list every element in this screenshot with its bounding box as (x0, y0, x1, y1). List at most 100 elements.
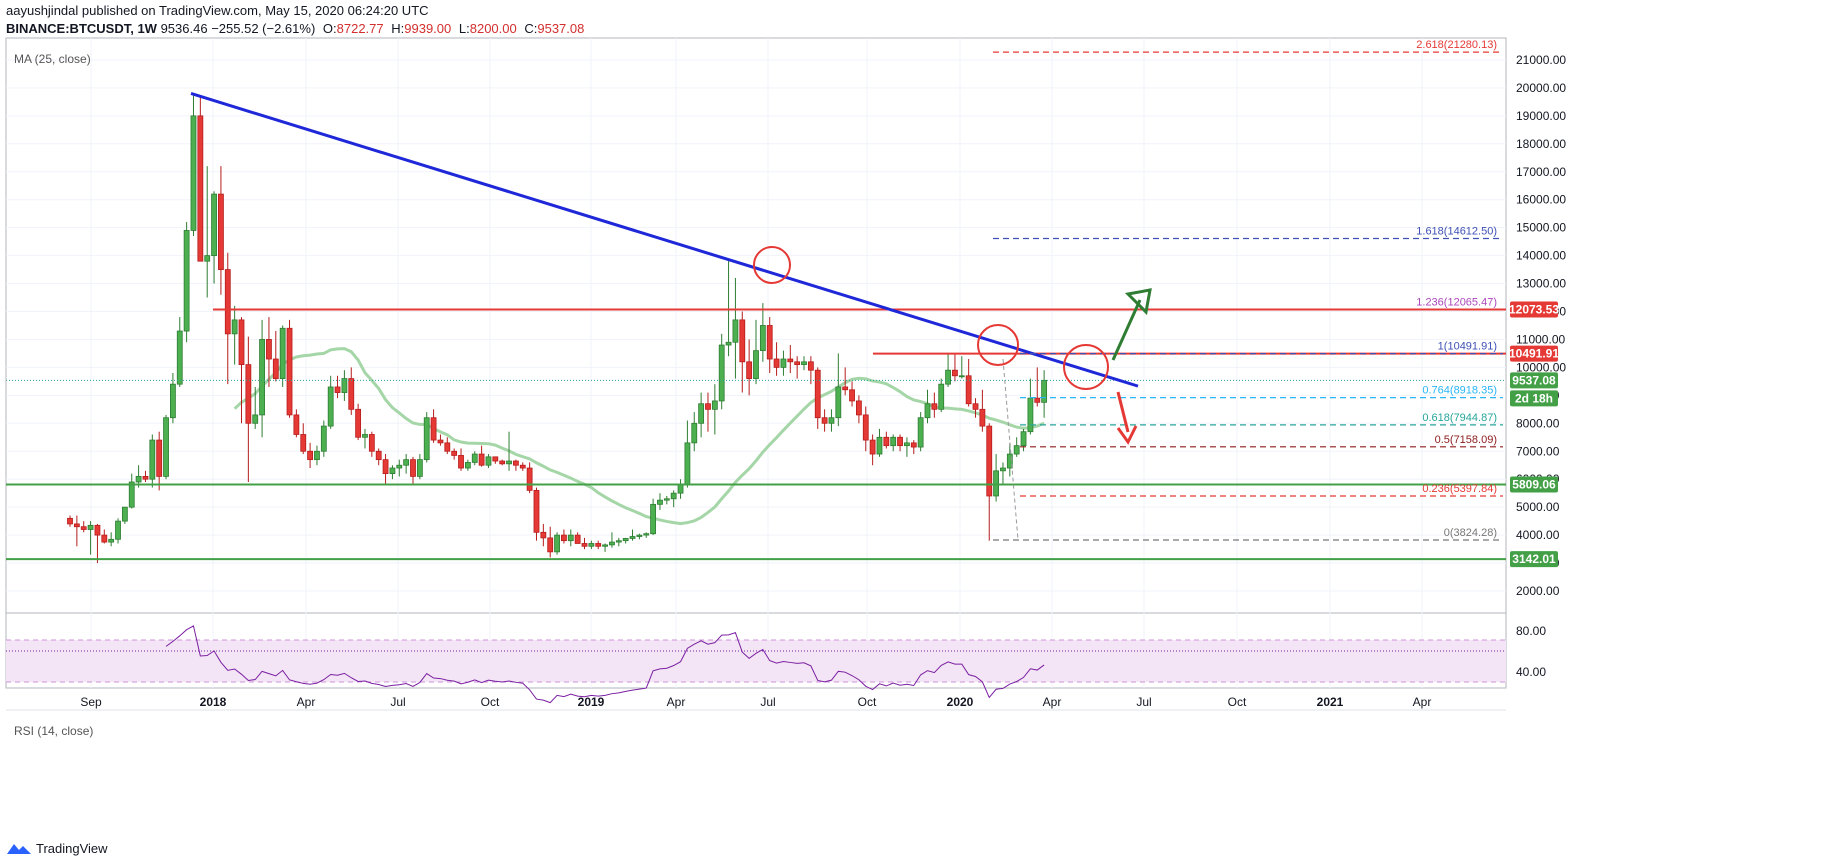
moving-average (233, 347, 1045, 526)
candle-body (828, 417, 835, 424)
brand-label: TradingView (36, 840, 108, 856)
price-badge (1510, 390, 1558, 407)
candle-body (650, 503, 656, 535)
rsi-indicator-label[interactable]: RSI (14, close) (14, 724, 94, 738)
candle-body (787, 358, 794, 363)
last-price: 9536.46 (160, 21, 208, 36)
time-tick-label: Oct (481, 695, 500, 709)
fib-label: 1.618(14612.50) (1416, 225, 1497, 237)
rsi-band (6, 640, 1506, 682)
candle-body (979, 408, 986, 427)
candle-body (272, 358, 279, 379)
candle-body (396, 464, 403, 469)
candle-body (821, 417, 828, 424)
candle-body (307, 450, 314, 461)
candle-body (842, 386, 849, 391)
price-badge (1510, 551, 1558, 568)
price-change: −255.52 (−2.61%) (211, 21, 316, 36)
price-tick-label: 21000.00 (1516, 53, 1566, 67)
candle-body (705, 403, 711, 410)
time-tick-label: 2021 (1317, 695, 1344, 709)
ohlc-close-label: C: (524, 21, 538, 36)
rsi-pane: 80.00 40.00 (6, 624, 1546, 704)
candle-body (368, 434, 375, 452)
fib-label: 1(10491.91) (1438, 341, 1497, 353)
candle-body (1041, 379, 1048, 403)
candle-body (499, 460, 506, 465)
time-tick-label: Oct (858, 695, 877, 709)
candle-body (663, 498, 670, 501)
candle-body (67, 517, 73, 525)
fib-label: 1.236(12065.47) (1416, 297, 1497, 309)
rsi-tick-label: 40.00 (1516, 665, 1546, 679)
candle-body (931, 403, 938, 410)
ohlc-open-label: O: (322, 21, 337, 36)
candle-body (814, 369, 821, 419)
candle-body (101, 534, 108, 543)
candle-body (314, 450, 320, 461)
candle-body (780, 358, 787, 368)
ohlc-high-label: H: (391, 21, 405, 36)
candle-body (698, 403, 705, 424)
candle-body (609, 541, 615, 546)
tradingview-logo[interactable]: TradingView (6, 840, 108, 856)
symbol-line: BINANCE:BTCUSDT, 1W 9536.46 −255.52 (−2.… (6, 21, 584, 37)
candle-body (176, 330, 183, 385)
candle-body (94, 524, 101, 536)
time-tick-label: Apr (1413, 695, 1432, 709)
candle-body (423, 417, 430, 461)
candle-body (286, 327, 293, 416)
candle-body (862, 414, 869, 441)
time-tick-label: Apr (1043, 695, 1062, 709)
symbol-name[interactable]: BINANCE:BTCUSDT, 1W (6, 21, 157, 36)
candle-body (876, 436, 883, 455)
candle-body (986, 425, 993, 497)
ohlc-low: 8200.00 (469, 21, 517, 36)
price-badge-label: 3142.01 (1512, 552, 1556, 566)
time-tick-label: Apr (297, 695, 316, 709)
candle-body (362, 434, 368, 438)
fib-label: 0.236(5397.84) (1422, 483, 1497, 495)
candle-body (807, 361, 814, 371)
candle-body (917, 417, 924, 448)
ohlc-high: 9939.00 (404, 21, 452, 36)
price-tick-label: 8000.00 (1516, 416, 1560, 430)
candle-body (945, 369, 951, 385)
price-badge-label: 9537.08 (1512, 373, 1556, 387)
candles (67, 93, 1048, 564)
candle-body (622, 538, 629, 542)
ohlc-close: 9537.08 (537, 21, 585, 36)
time-tick-label: 2019 (578, 695, 605, 709)
candle-body (218, 193, 224, 270)
bearish-arrow-shaft (1116, 391, 1130, 433)
candle-body (1013, 445, 1020, 455)
candle-body (492, 456, 499, 462)
candle-body (142, 476, 149, 480)
candle-body (437, 439, 444, 444)
candle-body (73, 523, 80, 528)
candle-body (204, 255, 211, 262)
candle-body (1000, 467, 1006, 472)
ma-indicator-label[interactable]: MA (25, close) (14, 52, 91, 66)
candle-body (115, 520, 121, 540)
candle-body (958, 375, 965, 378)
candle-body (197, 115, 204, 262)
price-tick-label: 4000.00 (1516, 528, 1560, 542)
candle-body (169, 383, 176, 419)
candle-body (506, 460, 512, 465)
time-tick-label: Apr (667, 695, 686, 709)
candle-body (519, 464, 526, 469)
price-tick-label: 5000.00 (1516, 500, 1560, 514)
candle-body (430, 417, 437, 441)
candle-body (80, 526, 87, 530)
candle-body (451, 450, 458, 456)
time-tick-label: Jul (760, 695, 775, 709)
candle-body (293, 414, 300, 435)
candle-body (602, 544, 608, 547)
candle-body (856, 400, 862, 416)
candle-body (753, 350, 759, 379)
bullish-arrow-head (1124, 288, 1152, 316)
price-badge (1510, 476, 1558, 493)
candle-body (910, 442, 917, 448)
